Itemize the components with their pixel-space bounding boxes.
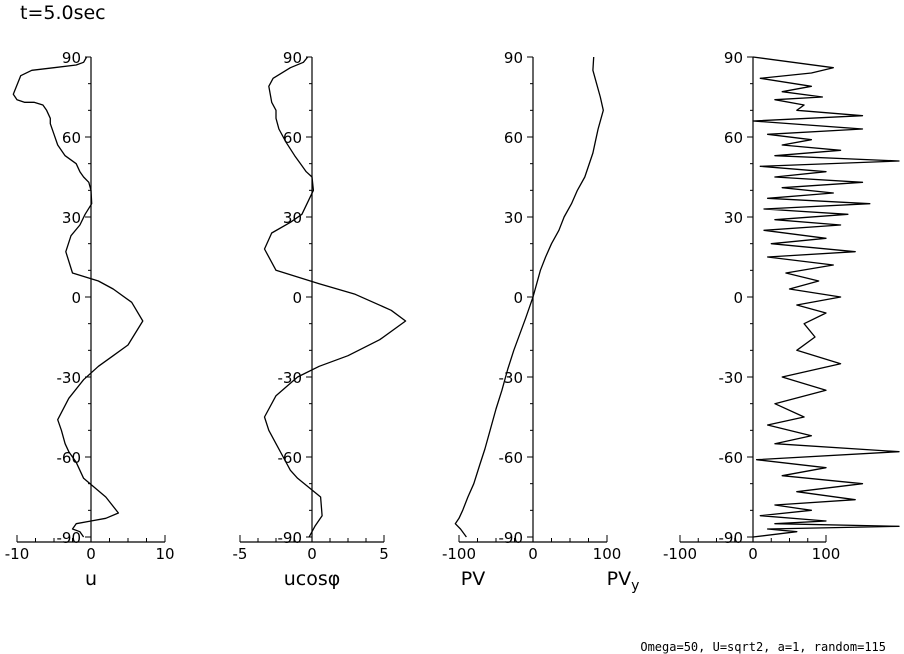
y-tick-label: 30: [62, 209, 81, 227]
x-axis-label: ucosφ: [284, 568, 341, 590]
y-tick-label: -30: [499, 369, 524, 387]
x-tick-label: 100: [812, 545, 841, 563]
y-tick-label: -60: [719, 449, 744, 467]
y-tick-label: -60: [278, 449, 303, 467]
y-tick-label: 0: [513, 289, 523, 307]
y-tick-label: 60: [62, 129, 81, 147]
y-tick-label: -60: [499, 449, 524, 467]
x-tick-label: -10: [5, 545, 30, 563]
y-tick-label: 90: [504, 49, 523, 67]
x-tick-label: 0: [307, 545, 317, 563]
y-tick-label: -30: [57, 369, 82, 387]
y-tick-label: 60: [283, 129, 302, 147]
x-tick-label: 100: [593, 545, 622, 563]
x-tick-label: 0: [748, 545, 758, 563]
y-tick-label: 0: [71, 289, 81, 307]
x-axis-label: PVy: [607, 568, 640, 594]
y-tick-label: -90: [57, 529, 82, 547]
y-tick-label: -30: [719, 369, 744, 387]
x-axis-label: u: [85, 568, 97, 590]
y-tick-label: -90: [719, 529, 744, 547]
y-tick-label: 30: [283, 209, 302, 227]
series-line-2-1: [263, 56, 407, 538]
figure-title: t=5.0sec: [20, 2, 106, 24]
y-tick-label: 0: [733, 289, 743, 307]
x-tick-label: -100: [663, 545, 697, 563]
x-tick-label: 10: [155, 545, 174, 563]
x-tick-label: -100: [442, 545, 476, 563]
y-tick-label: 90: [62, 49, 81, 67]
series-line-4-1: [752, 56, 900, 538]
y-tick-label: 90: [283, 49, 302, 67]
x-tick-label: 0: [86, 545, 96, 563]
y-tick-label: 30: [504, 209, 523, 227]
y-tick-label: 60: [724, 129, 743, 147]
y-tick-label: 0: [292, 289, 302, 307]
y-tick-label: -60: [57, 449, 82, 467]
series-line-1-1: [12, 56, 144, 538]
y-tick-label: -90: [278, 529, 303, 547]
y-tick-label: 60: [504, 129, 523, 147]
y-tick-label: 30: [724, 209, 743, 227]
x-tick-label: 0: [528, 545, 538, 563]
parameter-caption: Omega=50, U=sqrt2, a=1, random=115: [640, 640, 886, 654]
y-tick-label: -90: [499, 529, 524, 547]
y-tick-label: 90: [724, 49, 743, 67]
series-line-3-1: [454, 56, 604, 538]
x-tick-label: 5: [379, 545, 389, 563]
x-tick-label: -5: [233, 545, 248, 563]
y-tick-label: -30: [278, 369, 303, 387]
x-axis-label: PV: [461, 568, 485, 590]
